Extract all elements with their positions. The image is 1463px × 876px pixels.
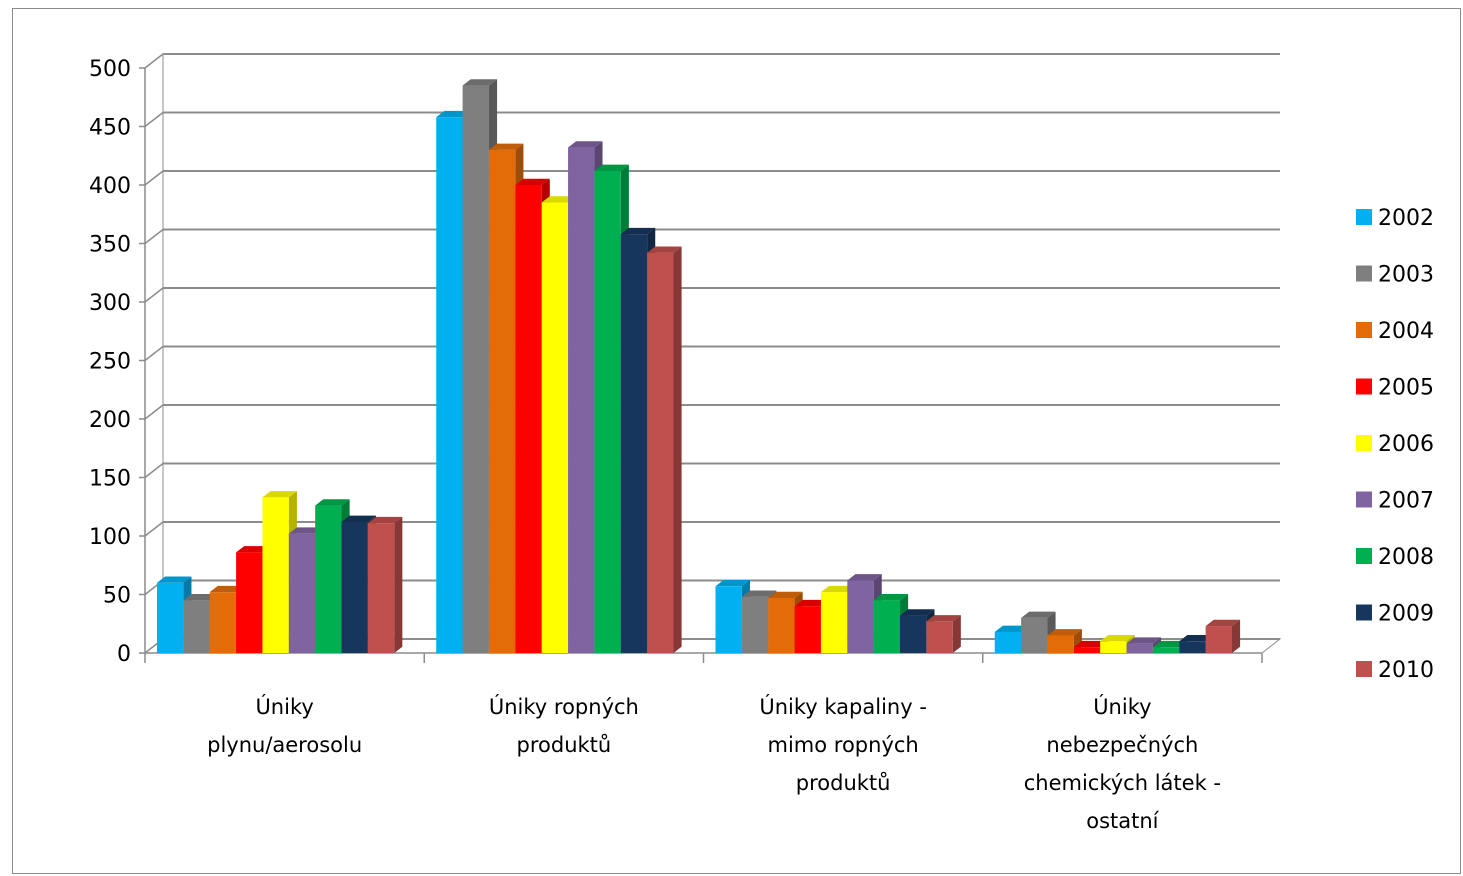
legend-item-2007: 2007 [1356,489,1434,514]
gridline-depth [144,345,164,362]
bar-2009-cat-1 [341,515,376,653]
gridline-depth [144,53,164,69]
legend-item-2008: 2008 [1356,545,1434,570]
legend-item-2003: 2003 [1356,263,1434,288]
x-category-label: Úniky kapaliny -mimo ropných produktů [759,694,927,795]
y-tick-label: 150 [89,467,131,492]
bars [157,79,1241,654]
y-tick-label: 100 [89,525,131,550]
y-tick-label: 250 [89,350,131,375]
gridline-depth [144,287,164,303]
gridline-depth [144,521,164,537]
legend-label: 2008 [1378,545,1434,570]
gridline-depth [144,170,164,186]
bar-2010-cat-2 [647,246,682,654]
gridline-depth [144,462,164,479]
legend-label: 2005 [1378,376,1434,401]
bar-2010-cat-1 [367,516,403,653]
legend-swatch [1356,209,1372,225]
legend-swatch [1356,548,1372,564]
y-tick-label: 450 [89,116,131,141]
gridline-depth [144,404,164,420]
y-axis: 0 50 100 150 200 250 300 350 400 450 500 [89,57,146,667]
legend-label: 2003 [1378,263,1434,288]
x-axis: Úniky plynu/aerosolu Úniky ropných produktů… [144,652,1263,833]
legend-swatch [1356,661,1372,677]
legend-item-2002: 2002 [1356,206,1434,231]
legend-item-2009: 2009 [1356,602,1434,627]
x-category-label: Úniky ropných produktů [489,694,639,757]
legend-swatch [1356,604,1372,621]
legend-label: 2004 [1378,319,1434,344]
legend-label: 2002 [1378,206,1434,231]
gridline-depth [144,111,164,128]
legend-item-2006: 2006 [1356,432,1434,457]
legend-swatch [1356,265,1372,282]
bar-2007-cat-3 [847,574,882,653]
y-tick-label: 500 [89,57,131,82]
legend-label: 2009 [1378,602,1434,627]
legend-label: 2010 [1378,658,1434,683]
x-category-label: Úniky nebezpečných chemických látek -ostat… [1024,694,1221,833]
legend-item-2005: 2005 [1356,376,1434,401]
legend-swatch [1356,435,1372,451]
chart-frame [12,8,1461,874]
y-tick-label: 0 [117,642,131,667]
bar-2003-cat-4 [1021,611,1056,653]
y-tick-label: 400 [89,174,131,199]
legend-swatch [1356,491,1372,508]
legend-swatch [1356,378,1372,395]
y-tick-label: 350 [89,233,131,258]
legend-label: 2007 [1378,489,1434,514]
y-tick-label: 50 [103,584,131,609]
y-tick-label: 300 [89,291,131,316]
legend: 2002 2003 2004 2005 2006 2007 2008 2009 2010 [1356,206,1434,683]
bar-2010-cat-3 [926,615,961,653]
bar-2008-cat-3 [873,594,909,653]
gridline-depth [144,228,164,245]
legend-label: 2006 [1378,432,1434,457]
bar-2010-cat-4 [1205,619,1241,653]
x-category-label: Úniky plynu/aerosolu [207,694,362,757]
legend-item-2004: 2004 [1356,319,1434,344]
legend-swatch [1356,322,1372,338]
y-tick-label: 200 [89,408,131,433]
legend-item-2010: 2010 [1356,658,1434,683]
